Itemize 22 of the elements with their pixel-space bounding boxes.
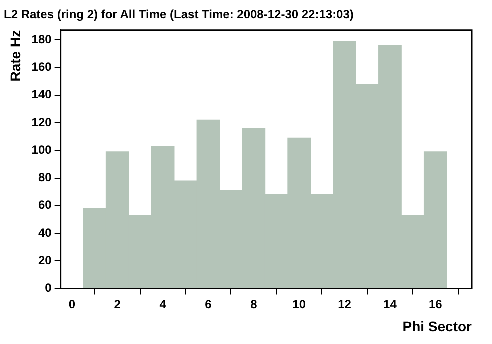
- y-tick-label: 140: [32, 88, 52, 102]
- x-axis-title: Phi Sector: [402, 318, 473, 334]
- x-tick-label: 16: [428, 297, 443, 312]
- y-tick-label: 120: [32, 115, 52, 130]
- y-tick-label: 20: [38, 253, 52, 268]
- y-tick-label: 160: [32, 60, 52, 74]
- y-tick-label: 40: [38, 226, 52, 240]
- y-tick-label: 80: [38, 170, 52, 185]
- y-tick-label: 180: [32, 32, 52, 46]
- y-tick-label: 0: [45, 281, 52, 296]
- x-tick-label: 10: [292, 297, 306, 312]
- y-tick-label: 100: [32, 142, 52, 157]
- x-tick-label: 2: [114, 297, 122, 312]
- x-tick-label: 14: [384, 297, 398, 312]
- chart-title: L2 Rates (ring 2) for All Time (Last Time: 2008-12-30 22:13:03): [4, 8, 354, 22]
- x-tick-label: 6: [205, 297, 212, 312]
- y-tick-label: 60: [38, 198, 52, 212]
- x-tick-label: 0: [68, 297, 76, 312]
- y-axis-title: Rate Hz: [7, 30, 24, 82]
- x-tick-label: 12: [338, 297, 352, 312]
- x-tick-label: 8: [250, 297, 258, 312]
- x-tick-label: 4: [160, 297, 167, 312]
